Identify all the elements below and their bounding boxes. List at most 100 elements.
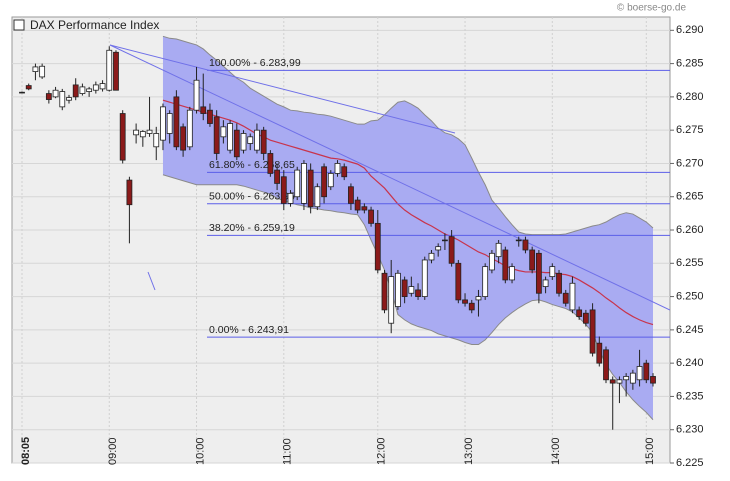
candle-body bbox=[72, 84, 79, 98]
candle-body bbox=[52, 89, 59, 98]
candle-body bbox=[401, 279, 408, 297]
candle-body bbox=[415, 289, 421, 297]
candle-body bbox=[435, 246, 442, 251]
candle-body bbox=[650, 376, 656, 384]
candle-body bbox=[334, 163, 341, 174]
candle-body bbox=[240, 133, 247, 151]
candle-body bbox=[522, 239, 529, 251]
x-tick-label: 10:00 bbox=[194, 437, 206, 465]
candle-body bbox=[173, 96, 180, 148]
y-tick-label: 6.230 bbox=[676, 424, 704, 436]
candle-body bbox=[629, 372, 636, 384]
candle-body bbox=[368, 209, 374, 224]
candle-body bbox=[220, 126, 227, 138]
candle-body bbox=[428, 252, 435, 261]
candle-body bbox=[327, 173, 334, 188]
candle-body bbox=[636, 366, 643, 381]
candle-body bbox=[462, 299, 468, 304]
candle-body bbox=[146, 129, 153, 134]
band-upper bbox=[162, 35, 654, 236]
bands bbox=[162, 35, 654, 421]
candle-body bbox=[186, 109, 193, 148]
candle-body bbox=[381, 272, 388, 311]
candle-body bbox=[207, 109, 213, 124]
candles bbox=[19, 46, 656, 430]
candle-body bbox=[341, 166, 348, 178]
x-tick-label: 14:00 bbox=[550, 437, 562, 465]
y-tick-label: 6.270 bbox=[676, 157, 704, 169]
candle-body bbox=[482, 266, 489, 297]
y-tick-label: 6.245 bbox=[676, 324, 704, 336]
y-tick-label: 6.235 bbox=[676, 390, 704, 402]
band-area bbox=[162, 36, 653, 420]
candle-body bbox=[529, 249, 536, 271]
candle-body bbox=[106, 49, 113, 91]
candle-body bbox=[247, 136, 254, 144]
candle-body bbox=[119, 113, 126, 161]
fib-label: 61.80% - 6.268,65 bbox=[209, 159, 295, 171]
candle-body bbox=[180, 126, 187, 151]
candle-body bbox=[267, 153, 274, 174]
candle-body bbox=[515, 239, 522, 242]
credit: © boerse-go.de bbox=[617, 3, 687, 14]
candle-body bbox=[280, 176, 287, 204]
candle-body bbox=[233, 129, 240, 158]
candle-body bbox=[227, 123, 233, 151]
candle-body bbox=[562, 292, 569, 304]
candle-body bbox=[294, 169, 301, 198]
x-tick-label: 11:00 bbox=[282, 438, 294, 465]
candle-body bbox=[213, 116, 220, 154]
candle-body bbox=[556, 272, 562, 294]
candle-body bbox=[254, 129, 260, 151]
candle-body bbox=[509, 266, 515, 281]
candle-body bbox=[66, 97, 72, 101]
candle-body bbox=[542, 279, 549, 287]
candle-body bbox=[549, 266, 556, 278]
candle-body bbox=[160, 106, 166, 141]
candle-body bbox=[576, 309, 583, 317]
candle-body bbox=[609, 379, 616, 384]
fib-label: 0.00% - 6.243,91 bbox=[209, 324, 289, 336]
y-tick-label: 6.240 bbox=[676, 357, 704, 369]
candle-body bbox=[442, 239, 448, 242]
y-tick-label: 6.285 bbox=[676, 58, 704, 70]
candle-body bbox=[374, 222, 381, 271]
candle-body bbox=[274, 169, 280, 184]
candle-body bbox=[287, 193, 294, 204]
candle-body bbox=[455, 262, 462, 301]
trendline bbox=[109, 44, 456, 134]
candle-body bbox=[59, 91, 66, 108]
candle-body bbox=[166, 113, 173, 134]
candle-body bbox=[408, 286, 415, 294]
y-tick-label: 6.290 bbox=[676, 24, 704, 36]
y-tick-label: 6.275 bbox=[676, 124, 704, 136]
candle-body bbox=[45, 93, 52, 100]
candle-body bbox=[603, 349, 609, 381]
y-tick-label: 6.255 bbox=[676, 257, 704, 269]
y-tick-label: 6.260 bbox=[676, 224, 704, 236]
band-lower bbox=[162, 174, 654, 421]
y-tick-label: 6.250 bbox=[676, 290, 704, 302]
y-tick-label: 6.280 bbox=[676, 91, 704, 103]
chart-title: DAX Performance Index bbox=[30, 18, 159, 32]
candle-body bbox=[475, 296, 482, 301]
candle-body bbox=[616, 379, 623, 384]
fib-label: 38.20% - 6.259,19 bbox=[209, 222, 295, 234]
x-tick-label: 13:00 bbox=[463, 437, 475, 465]
candle-body bbox=[153, 133, 160, 148]
candle-body bbox=[643, 362, 650, 381]
candle-body bbox=[395, 272, 401, 307]
x-tick-label: 15:00 bbox=[644, 437, 656, 465]
legend-box bbox=[13, 19, 25, 31]
candle-body bbox=[126, 179, 133, 206]
candle-body bbox=[25, 85, 32, 90]
candle-body bbox=[79, 86, 86, 94]
candle-body bbox=[488, 252, 495, 271]
x-tick-label: 09:00 bbox=[107, 437, 119, 465]
candle-body bbox=[361, 206, 368, 211]
candle-body bbox=[92, 84, 99, 91]
candle-body bbox=[99, 83, 106, 90]
candle-body bbox=[32, 66, 39, 72]
